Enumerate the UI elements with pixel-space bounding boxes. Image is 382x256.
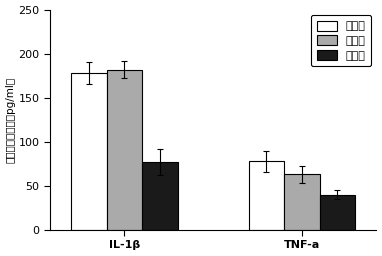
Bar [320, 195, 355, 230]
Bar [107, 70, 142, 230]
Bar [284, 175, 320, 230]
Bar [71, 73, 107, 230]
Legend: 空白组, 对照组, 实验组: 空白组, 对照组, 实验组 [311, 15, 371, 66]
Bar [142, 162, 178, 230]
Bar [249, 161, 284, 230]
Y-axis label: 细胞因子分泌量（pg/ml）: 细胞因子分泌量（pg/ml） [6, 77, 16, 163]
